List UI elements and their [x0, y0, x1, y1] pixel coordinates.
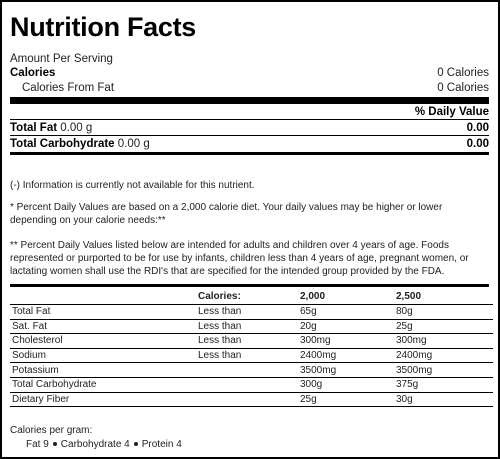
- table-row: Dietary Fiber 25g 30g: [10, 392, 493, 408]
- table-cell: Total Carbohydrate: [10, 377, 198, 393]
- table-row: Potassium 3500mg 3500mg: [10, 362, 493, 378]
- calories-value: 0 Calories: [437, 67, 489, 79]
- table-cell: Less than: [198, 348, 300, 364]
- label-title: Nutrition Facts: [10, 12, 197, 42]
- calories-from-fat-value: 0 Calories: [437, 82, 489, 94]
- table-cell: 2400mg: [300, 348, 396, 364]
- daily-value-header: % Daily Value: [414, 106, 489, 118]
- nutrient-row: Total Carbohydrate 0.00 g 0.00: [10, 137, 489, 151]
- calories-label: Calories: [10, 67, 56, 79]
- calories-from-fat-label: Calories From Fat: [22, 82, 115, 94]
- table-cell: 20g: [300, 319, 396, 335]
- table-cell: [198, 392, 300, 408]
- table-cell: 300mg: [300, 333, 396, 349]
- table-row: Total Carbohydrate 300g 375g: [10, 377, 493, 393]
- table-cell: Sat. Fat: [10, 319, 198, 335]
- divider: [10, 135, 489, 136]
- table-cell: Total Fat: [10, 304, 198, 320]
- table-cell: 30g: [396, 392, 493, 408]
- calories-from-fat-row: Calories From Fat 0 Calories: [22, 81, 489, 95]
- table-cell: 375g: [396, 377, 493, 393]
- table-cell: [198, 377, 300, 393]
- table-header-cell: Calories:: [198, 288, 300, 305]
- carbohydrate-per-gram: Carbohydrate 4: [60, 439, 130, 450]
- daily-values-table: Calories: 2,000 2,500 Total Fat Less tha…: [10, 288, 493, 408]
- table-row: Sat. Fat Less than 20g 25g: [10, 319, 493, 335]
- table-cell: [198, 362, 300, 378]
- nutrient-name: Total Fat: [10, 122, 58, 134]
- table-cell: 300g: [300, 377, 396, 393]
- table-header-cell: 2,500: [396, 288, 493, 305]
- table-cell: Cholesterol: [10, 333, 198, 349]
- not-available-note: (-) Information is currently not availab…: [10, 180, 255, 191]
- calories-per-gram-label: Calories per gram:: [10, 425, 93, 436]
- divider: [10, 119, 489, 120]
- protein-per-gram: Protein 4: [141, 439, 182, 450]
- table-cell: Potassium: [10, 362, 198, 378]
- nutrient-row: Total Fat 0.00 g 0.00: [10, 121, 489, 135]
- nutrient-dv: 0.00: [466, 122, 489, 134]
- amount-per-serving: Amount Per Serving: [10, 53, 113, 65]
- table-row: Cholesterol Less than 300mg 300mg: [10, 333, 493, 349]
- table-cell: 2400mg: [396, 348, 493, 364]
- table-header-cell: [10, 288, 198, 305]
- nutrient-dv: 0.00: [466, 138, 489, 150]
- bullet-icon: [133, 442, 138, 447]
- table-cell: 65g: [300, 304, 396, 320]
- table-header-row: Calories: 2,000 2,500: [10, 288, 493, 305]
- footnote-1: * Percent Daily Values are based on a 2,…: [10, 202, 443, 226]
- calories-per-gram-values: Fat 9 Carbohydrate 4 Protein 4: [26, 438, 489, 451]
- table-cell: Less than: [198, 333, 300, 349]
- footnote-2: ** Percent Daily Values listed below are…: [10, 240, 469, 277]
- table-row: Total Fat Less than 65g 80g: [10, 304, 493, 320]
- calories-row: Calories 0 Calories: [10, 66, 489, 80]
- table-header-cell: 2,000: [300, 288, 396, 305]
- section-divider: [10, 152, 489, 155]
- thick-divider: [10, 97, 489, 104]
- table-cell: Less than: [198, 304, 300, 320]
- bullet-icon: [52, 442, 57, 447]
- table-cell: 300mg: [396, 333, 493, 349]
- table-cell: 80g: [396, 304, 493, 320]
- table-cell: Dietary Fiber: [10, 392, 198, 408]
- table-cell: 3500mg: [300, 362, 396, 378]
- table-cell: Sodium: [10, 348, 198, 364]
- table-cell: 25g: [396, 319, 493, 335]
- nutrient-name: Total Carbohydrate: [10, 138, 115, 150]
- table-row: Sodium Less than 2400mg 2400mg: [10, 348, 493, 364]
- nutrient-amount: 0.00 g: [60, 122, 93, 134]
- fat-per-gram: Fat 9: [26, 439, 49, 450]
- table-cell: 3500mg: [396, 362, 493, 378]
- table-cell: Less than: [198, 319, 300, 335]
- table-cell: 25g: [300, 392, 396, 408]
- section-divider: [10, 284, 489, 287]
- nutrient-amount: 0.00 g: [117, 138, 150, 150]
